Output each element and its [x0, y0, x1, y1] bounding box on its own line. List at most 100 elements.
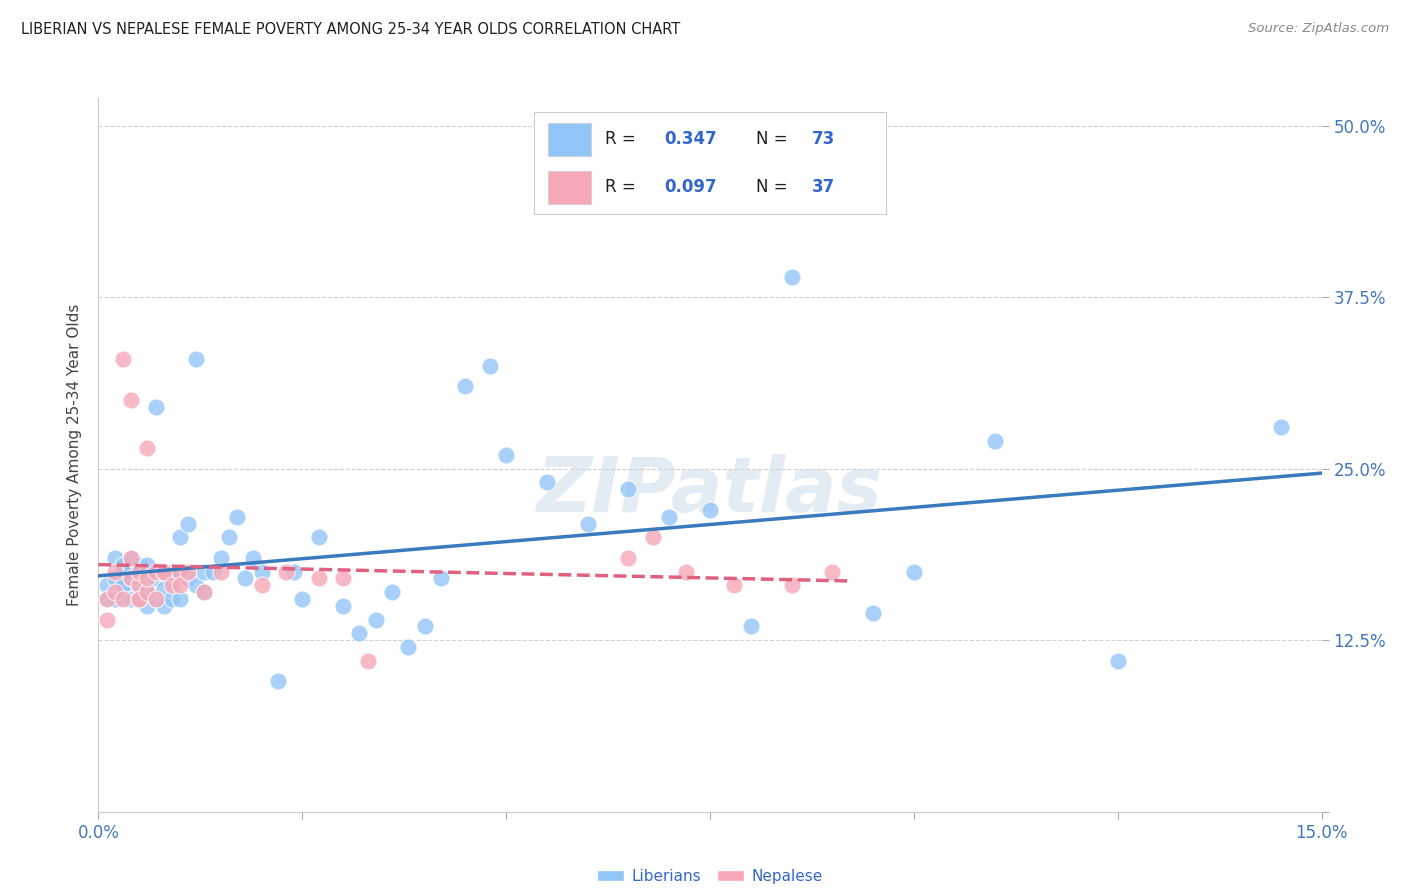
Point: [169, 565, 191, 579]
Point: [128, 592, 150, 607]
Point: [160, 565, 183, 579]
Point: [120, 571, 142, 585]
Point: [413, 619, 436, 633]
Point: [128, 571, 150, 585]
Point: [136, 441, 159, 455]
Point: [120, 392, 142, 407]
Text: R =: R =: [605, 178, 641, 196]
Point: [128, 565, 150, 579]
Point: [283, 565, 305, 579]
Point: [128, 565, 150, 579]
Point: [740, 619, 762, 633]
Point: [723, 578, 745, 592]
Point: [152, 582, 174, 597]
Text: N =: N =: [756, 130, 793, 148]
Point: [218, 530, 240, 544]
Point: [169, 565, 191, 579]
Point: [145, 592, 167, 607]
Point: [1107, 654, 1129, 668]
Point: [308, 571, 330, 585]
Point: [104, 550, 127, 565]
Point: [177, 571, 200, 585]
Point: [152, 565, 174, 579]
Point: [177, 565, 200, 579]
Point: [128, 558, 150, 572]
Text: N =: N =: [756, 178, 793, 196]
Point: [104, 571, 127, 585]
Point: [267, 674, 290, 689]
Point: [903, 565, 925, 579]
Point: [242, 550, 264, 565]
Point: [495, 448, 517, 462]
Point: [136, 571, 159, 585]
Point: [699, 503, 721, 517]
Text: 0.347: 0.347: [665, 130, 717, 148]
Point: [308, 530, 330, 544]
Point: [136, 599, 159, 613]
Point: [96, 613, 118, 627]
Point: [111, 578, 134, 592]
Point: [274, 565, 297, 579]
Point: [136, 585, 159, 599]
Point: [111, 351, 134, 366]
Point: [136, 585, 159, 599]
Point: [96, 578, 118, 592]
Point: [128, 578, 150, 592]
Point: [396, 640, 419, 654]
Point: [332, 571, 354, 585]
Point: [658, 509, 681, 524]
Point: [96, 592, 118, 607]
Point: [430, 571, 453, 585]
Point: [111, 558, 134, 572]
Point: [136, 558, 159, 572]
Point: [145, 592, 167, 607]
Point: [128, 592, 150, 607]
Point: [111, 592, 134, 607]
Point: [209, 565, 232, 579]
Text: ZIPatlas: ZIPatlas: [537, 454, 883, 527]
Point: [152, 599, 174, 613]
Point: [120, 571, 142, 585]
Legend: Liberians, Nepalese: Liberians, Nepalese: [591, 863, 830, 889]
Point: [356, 654, 378, 668]
Point: [136, 565, 159, 579]
Point: [780, 578, 803, 592]
Point: [104, 565, 127, 579]
Point: [169, 578, 191, 592]
Point: [250, 565, 273, 579]
Point: [536, 475, 558, 490]
Point: [152, 565, 174, 579]
Point: [617, 550, 640, 565]
Point: [209, 550, 232, 565]
Point: [193, 565, 215, 579]
Text: 0.097: 0.097: [665, 178, 717, 196]
Point: [145, 565, 167, 579]
Point: [821, 565, 844, 579]
Point: [364, 613, 387, 627]
Point: [96, 592, 118, 607]
Text: R =: R =: [605, 130, 641, 148]
Point: [186, 351, 208, 366]
Point: [478, 359, 501, 373]
Point: [675, 565, 697, 579]
Point: [332, 599, 354, 613]
Point: [120, 565, 142, 579]
Point: [136, 571, 159, 585]
Point: [186, 578, 208, 592]
Text: 37: 37: [813, 178, 835, 196]
Point: [201, 565, 224, 579]
Point: [233, 571, 256, 585]
Point: [128, 592, 150, 607]
Point: [160, 578, 183, 592]
Point: [641, 530, 664, 544]
Point: [193, 585, 215, 599]
Text: Source: ZipAtlas.com: Source: ZipAtlas.com: [1249, 22, 1389, 36]
Point: [120, 550, 142, 565]
Point: [381, 585, 404, 599]
FancyBboxPatch shape: [548, 171, 591, 204]
Point: [226, 509, 249, 524]
Point: [111, 565, 134, 579]
FancyBboxPatch shape: [548, 123, 591, 155]
Point: [111, 578, 134, 592]
Point: [145, 400, 167, 414]
